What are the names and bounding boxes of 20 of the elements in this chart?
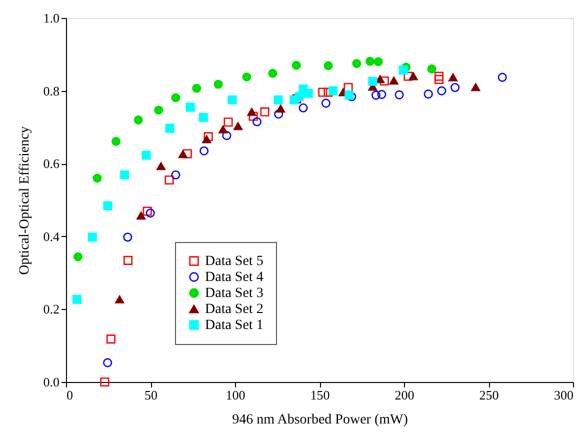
x-tick-label: 50 [144, 388, 158, 402]
x-tick-label: 0 [66, 388, 73, 402]
x-axis-title: 946 nm Absorbed Power (mW) [232, 412, 408, 428]
y-tick-label: 0.6 [43, 156, 60, 172]
y-tick-label: 0.8 [43, 83, 60, 98]
legend-label: Data Set 2 [205, 302, 264, 317]
x-tick-label: 200 [394, 388, 414, 402]
x-tick-label: 100 [226, 388, 246, 402]
legend-label: Data Set 1 [205, 318, 264, 333]
x-tick-label: 250 [479, 388, 499, 402]
x-tick-label: 150 [310, 388, 330, 402]
y-axis-title: Optical-Optical Efficiency [17, 126, 32, 275]
y-tick-label: 0.0 [43, 374, 60, 390]
x-tick-label: 300 [554, 388, 574, 402]
y-tick-label: 0.2 [43, 302, 60, 317]
legend-label: Data Set 4 [205, 270, 264, 285]
y-tick-label: 1.0 [43, 10, 60, 26]
legend-label: Data Set 3 [205, 286, 264, 301]
y-tick-label: 0.4 [43, 228, 60, 244]
legend-label: Data Set 5 [205, 254, 264, 269]
